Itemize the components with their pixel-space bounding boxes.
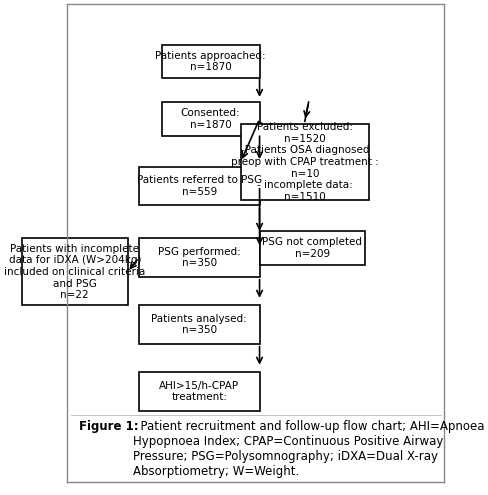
Text: PSG not completed
n=209: PSG not completed n=209 xyxy=(263,237,363,259)
FancyBboxPatch shape xyxy=(139,239,260,277)
Text: Figure 1:  Patient recruitment and follow-up flow chart; AHI=Apnoea Hypopnoea In: Figure 1: Patient recruitment and follow… xyxy=(79,420,482,478)
Text: PSG performed:
n=350: PSG performed: n=350 xyxy=(158,247,241,268)
FancyBboxPatch shape xyxy=(139,305,260,344)
FancyBboxPatch shape xyxy=(241,124,369,200)
Text: Patients approached:
n=1870: Patients approached: n=1870 xyxy=(155,51,266,72)
FancyBboxPatch shape xyxy=(139,372,260,411)
FancyBboxPatch shape xyxy=(22,239,127,305)
Text: Consented:
n=1870: Consented: n=1870 xyxy=(181,108,241,130)
Text: Patients referred to PSG
n=559: Patients referred to PSG n=559 xyxy=(137,175,262,197)
FancyBboxPatch shape xyxy=(260,231,365,265)
Text: Patient recruitment and follow-up flow chart; AHI=Apnoea Hypopnoea Index; CPAP=C: Patient recruitment and follow-up flow c… xyxy=(133,420,485,478)
Text: Patients with incomplete
data for iDXA (W>204kg)
included on clinical criteria
a: Patients with incomplete data for iDXA (… xyxy=(4,244,145,300)
FancyBboxPatch shape xyxy=(139,167,260,205)
Text: AHI>15/h-CPAP
treatment:: AHI>15/h-CPAP treatment: xyxy=(159,381,239,402)
FancyBboxPatch shape xyxy=(162,102,260,136)
FancyBboxPatch shape xyxy=(162,45,260,78)
Text: Patients excluded:
n=1520
-Patients OSA diagnosed
preop with CPAP treatment :
n=: Patients excluded: n=1520 -Patients OSA … xyxy=(231,122,379,202)
Text: Figure 1:: Figure 1: xyxy=(79,420,138,433)
Text: Patients analysed:
n=350: Patients analysed: n=350 xyxy=(151,314,247,336)
